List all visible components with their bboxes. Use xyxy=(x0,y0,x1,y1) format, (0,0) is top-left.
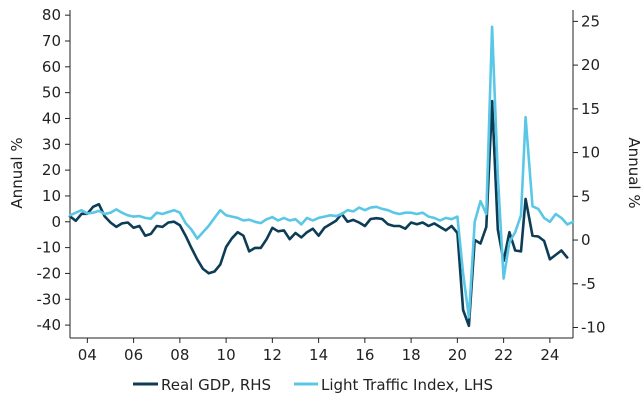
y-left-tick-label: 50 xyxy=(42,84,61,102)
x-tick-label: 12 xyxy=(263,346,282,364)
y-left-tick-label: 80 xyxy=(42,6,61,24)
x-tick-label: 22 xyxy=(494,346,513,364)
series-line-light-traffic-index xyxy=(68,25,575,319)
y-right-tick-label: 20 xyxy=(581,56,600,74)
x-tick-label: 18 xyxy=(402,346,421,364)
x-tick-label: 14 xyxy=(309,346,328,364)
x-tick-label: 20 xyxy=(448,346,467,364)
y-right-tick-label: -5 xyxy=(581,275,596,293)
series-line-real-gdp xyxy=(68,99,569,328)
legend-label-real-gdp: Real GDP, RHS xyxy=(161,376,271,394)
y-left-tick-label: 60 xyxy=(42,58,61,76)
legend-label-light-traffic-index: Light Traffic Index, LHS xyxy=(321,376,493,394)
x-tick-label: 24 xyxy=(540,346,559,364)
x-tick-label: 04 xyxy=(78,346,97,364)
y-left-tick-label: 40 xyxy=(42,109,61,127)
y-left-tick-label: 70 xyxy=(42,32,61,50)
x-tick-label: 16 xyxy=(355,346,374,364)
y-right-tick-label: -10 xyxy=(581,319,606,337)
y-left-tick-label: -10 xyxy=(37,239,62,257)
y-left-tick-label: 10 xyxy=(42,187,61,205)
x-axis: 04 06 08 10 12 14 16 18 20 22 24 xyxy=(70,337,573,364)
y-axis-right-title: Annual % xyxy=(625,137,643,208)
y-axis-left-title: Annual % xyxy=(8,137,26,208)
y-right-tick-label: 25 xyxy=(581,12,600,30)
x-tick-label: 10 xyxy=(217,346,236,364)
y-left-tick-label: -40 xyxy=(37,316,62,334)
y-left-tick-label: -20 xyxy=(37,264,62,282)
y-left-tick-label: 20 xyxy=(42,161,61,179)
y-right-tick-label: 0 xyxy=(581,231,591,249)
x-tick-label: 08 xyxy=(170,346,189,364)
y-left-tick-label: -30 xyxy=(37,290,62,308)
legend: Real GDP, RHS Light Traffic Index, LHS xyxy=(133,376,493,394)
y-left-tick-label: 0 xyxy=(51,213,61,231)
y-axis-left: -40 -30 -20 -10 0 10 20 30 40 50 60 70 80 xyxy=(37,6,71,338)
y-right-tick-label: 5 xyxy=(581,187,591,205)
x-tick-label: 06 xyxy=(124,346,143,364)
y-right-tick-label: 15 xyxy=(581,100,600,118)
series-layer xyxy=(68,25,575,328)
y-right-tick-label: 10 xyxy=(581,144,600,162)
y-axis-right: -10 -5 0 5 10 15 20 25 xyxy=(572,10,606,338)
y-left-tick-label: 30 xyxy=(42,135,61,153)
